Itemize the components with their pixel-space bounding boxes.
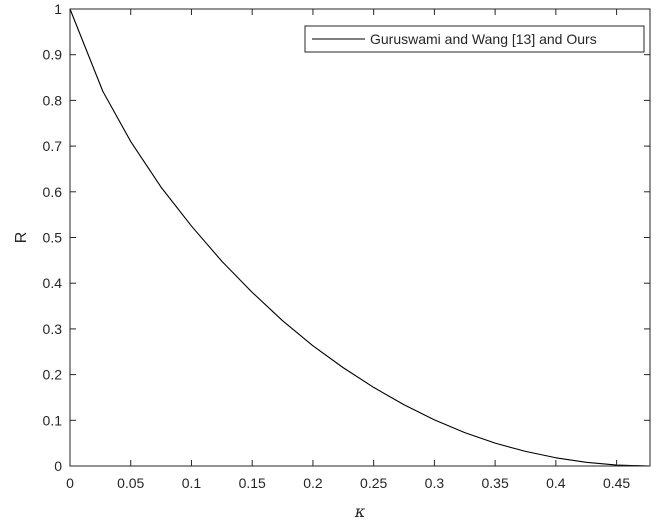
legend-entry-label: Guruswami and Wang [13] and Ours <box>370 31 597 47</box>
x-tick-label: 0.15 <box>239 475 266 491</box>
x-tick-label: 0.1 <box>182 475 202 491</box>
y-tick-label: 0 <box>54 458 62 474</box>
ticks-layer: 0 0.05 0.1 0.15 0.2 0.25 0.3 0.35 0.4 0.45 0 0.1 0.2… <box>43 1 650 491</box>
y-tick-label: 0.2 <box>43 367 63 383</box>
y-tick-label: 0.1 <box>43 412 63 428</box>
x-tick-label: 0.25 <box>360 475 387 491</box>
x-tick-label: 0.45 <box>603 475 630 491</box>
plot-area <box>70 9 650 466</box>
y-tick-label: 1 <box>54 1 62 17</box>
series-line <box>69 8 651 467</box>
y-tick-label: 0.4 <box>43 275 63 291</box>
x-axis-label: κ <box>354 502 366 521</box>
x-tick-label: 0.35 <box>482 475 509 491</box>
y-tick-label: 0.5 <box>43 230 63 246</box>
y-tick-label: 0.7 <box>43 138 63 154</box>
y-tick-label: 0.9 <box>43 47 63 63</box>
y-tick-label: 0.3 <box>43 321 63 337</box>
y-tick-label: 0.8 <box>43 92 63 108</box>
x-tick-label: 0.3 <box>425 475 445 491</box>
y-tick-label: 0.6 <box>43 184 63 200</box>
x-tick-label: 0 <box>66 475 74 491</box>
legend: Guruswami and Wang [13] and Ours <box>304 25 645 53</box>
x-tick-label: 0.05 <box>117 475 144 491</box>
x-tick-label: 0.2 <box>303 475 323 491</box>
series-layer <box>69 8 651 467</box>
y-axis-label: R <box>13 232 30 244</box>
x-tick-label: 0.4 <box>546 475 566 491</box>
